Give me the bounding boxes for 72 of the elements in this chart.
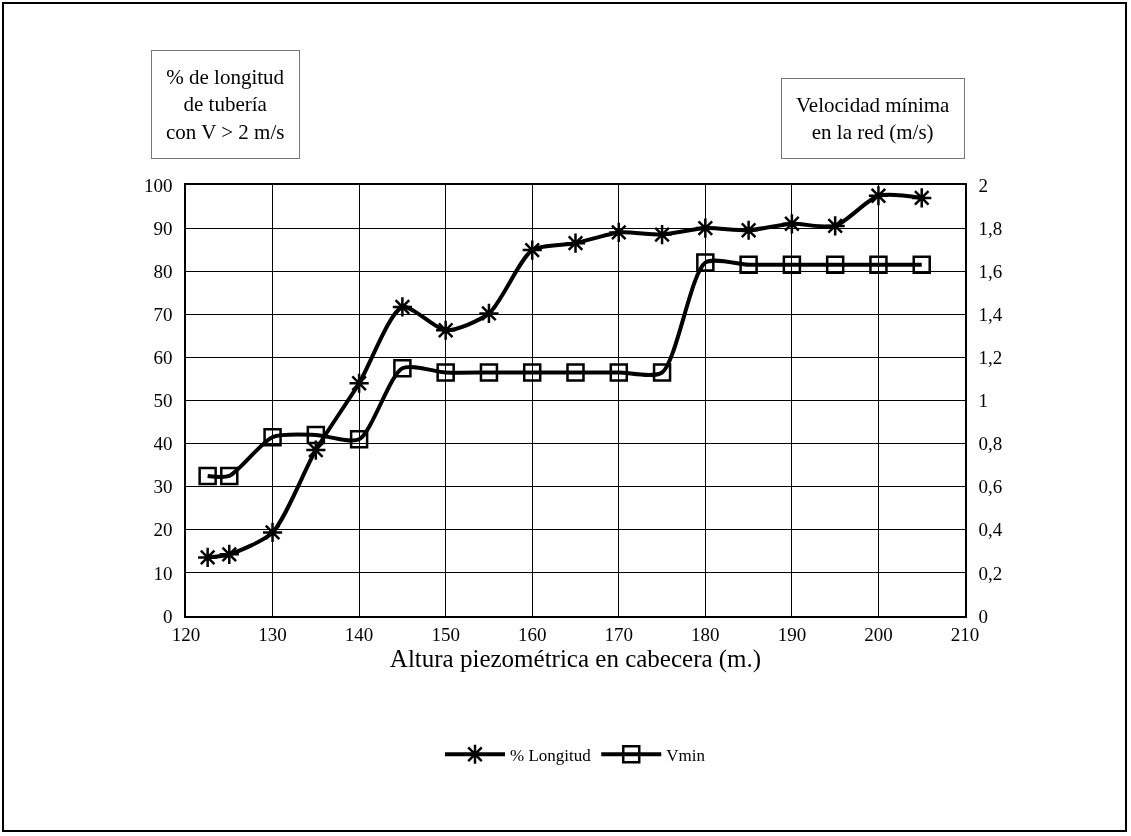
x-tick-label: 130 [258,623,287,645]
point [521,239,544,261]
point [696,253,715,272]
y2-tick-label: 0,8 [978,433,1003,455]
point [263,427,282,447]
point [218,543,241,566]
point [393,358,412,378]
legend-label: Vmin [666,745,706,765]
y2-tick-label: 0,6 [978,476,1003,498]
point [869,255,888,274]
y-tick-label: 50 [153,390,173,412]
point [609,363,629,382]
y-tick-label: 100 [143,174,173,196]
y2-tick-label: 1,4 [978,303,1003,325]
point [910,187,933,209]
y-tick-label: 30 [153,476,173,498]
point [867,185,890,207]
y-tick-label: 80 [153,260,173,282]
point [824,215,847,237]
point [349,430,369,449]
y-tick-label: 40 [153,433,173,455]
y2-tick-label: 1 [978,390,989,412]
y2-tick-label: 1,8 [978,217,1003,239]
point [781,212,803,235]
x-tick-label: 190 [777,623,807,645]
y-axis-title: % de longitud de tubería con V > 2 m/s [166,65,285,144]
point [391,296,414,318]
x-tick-label: 210 [950,623,980,645]
point [436,363,455,382]
x-tick-label: 140 [344,623,374,645]
x-tick-label: 120 [171,623,201,645]
point [912,255,931,274]
point [434,319,457,342]
point [739,255,758,274]
point [348,372,370,395]
y2-axis-title: Velocidad mínima en la red (m/s) [796,93,951,145]
y2-tick-label: 1,6 [978,260,1003,282]
x-tick-label: 200 [864,623,893,645]
x-tick-label: 150 [431,623,460,645]
y2-tick-label: 1,2 [978,347,1003,369]
point [196,546,219,569]
x-tick-label: 170 [604,623,634,645]
point [306,425,326,445]
y-tick-label: 60 [153,347,173,369]
y2-tick-label: 2 [978,174,989,196]
point [607,221,630,244]
point [198,466,217,486]
point [522,363,542,382]
point [564,232,587,255]
y-tick-label: 70 [153,303,173,325]
point [566,363,585,382]
point [479,363,499,382]
x-axis-title: Altura piezométrica en cabecera (m.) [389,645,762,674]
y2-tick-label: 0,2 [978,562,1003,584]
y2-tick-label: 0 [978,605,989,627]
y-tick-label: 10 [153,562,173,584]
point [304,439,327,461]
point [694,217,717,239]
point [261,521,284,544]
legend-label: % Longitud [510,745,592,765]
x-tick-label: 180 [691,623,720,645]
point [651,223,673,246]
x-tick-label: 160 [517,623,547,645]
point [825,255,845,274]
y-tick-label: 0 [162,605,173,627]
y2-tick-label: 0,4 [978,519,1003,541]
point [782,255,802,274]
y-tick-label: 90 [153,217,173,239]
point [220,466,239,486]
y-tick-label: 20 [153,519,173,541]
point [478,302,500,325]
point [652,363,672,382]
